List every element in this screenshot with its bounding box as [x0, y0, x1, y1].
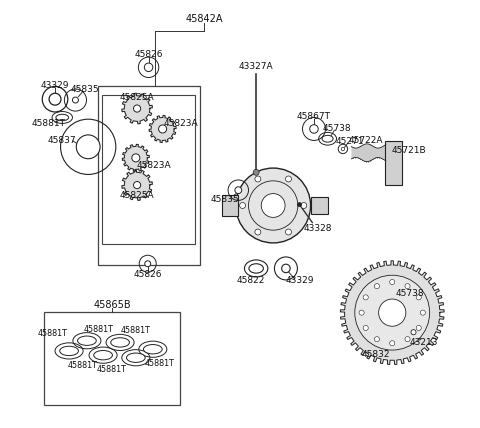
Circle shape: [390, 341, 395, 346]
Circle shape: [255, 229, 261, 235]
Text: 45837: 45837: [48, 137, 77, 146]
Circle shape: [341, 147, 345, 151]
Circle shape: [359, 310, 364, 315]
Circle shape: [405, 336, 410, 342]
Text: 45271: 45271: [336, 137, 364, 146]
Text: 45835: 45835: [71, 85, 99, 94]
Text: 45826: 45826: [134, 50, 163, 59]
Ellipse shape: [111, 338, 130, 347]
Circle shape: [145, 261, 151, 267]
Text: 45825A: 45825A: [120, 93, 155, 102]
Circle shape: [405, 284, 410, 289]
Polygon shape: [149, 116, 176, 143]
Circle shape: [255, 176, 261, 182]
Circle shape: [76, 135, 100, 159]
Circle shape: [416, 295, 421, 300]
Circle shape: [133, 181, 141, 189]
Bar: [311, 197, 328, 214]
Circle shape: [420, 310, 425, 315]
Text: 45881T: 45881T: [68, 361, 97, 370]
Text: 45881T: 45881T: [84, 325, 114, 334]
Circle shape: [235, 187, 242, 193]
Circle shape: [363, 295, 368, 300]
Circle shape: [298, 202, 301, 207]
Circle shape: [261, 193, 285, 217]
Text: 43329: 43329: [41, 81, 69, 90]
Text: 45738: 45738: [323, 124, 351, 133]
Circle shape: [158, 125, 167, 133]
Polygon shape: [122, 170, 152, 200]
Text: 45835: 45835: [211, 195, 240, 204]
Bar: [222, 195, 238, 216]
Text: 45722A: 45722A: [348, 136, 383, 145]
Circle shape: [379, 299, 406, 326]
Text: 45881T: 45881T: [96, 365, 127, 374]
Circle shape: [236, 168, 311, 243]
Circle shape: [374, 284, 380, 289]
Text: 45823A: 45823A: [136, 161, 171, 170]
Bar: [44, 312, 180, 405]
Circle shape: [310, 125, 318, 133]
Circle shape: [363, 325, 368, 330]
Circle shape: [282, 264, 290, 273]
Circle shape: [49, 93, 61, 105]
Ellipse shape: [94, 351, 112, 360]
Text: 45881T: 45881T: [121, 327, 151, 336]
Circle shape: [240, 202, 246, 208]
Text: 45881T: 45881T: [144, 359, 174, 368]
Ellipse shape: [56, 114, 69, 121]
Ellipse shape: [78, 336, 96, 345]
Text: 45832: 45832: [362, 350, 390, 359]
Text: 45881T: 45881T: [32, 119, 66, 128]
Circle shape: [301, 202, 307, 208]
Text: 45826: 45826: [133, 270, 162, 279]
Text: 45822: 45822: [237, 276, 265, 285]
Bar: [97, 86, 200, 265]
Text: 45865B: 45865B: [94, 300, 131, 310]
Polygon shape: [340, 261, 444, 365]
Circle shape: [144, 63, 153, 71]
Circle shape: [411, 330, 416, 335]
Text: 45738: 45738: [396, 289, 424, 298]
Text: 45867T: 45867T: [297, 112, 331, 121]
Text: 43329: 43329: [285, 276, 314, 285]
Circle shape: [390, 279, 395, 285]
Text: 43213: 43213: [409, 338, 438, 347]
Circle shape: [374, 336, 380, 342]
Ellipse shape: [126, 353, 145, 363]
Text: 45842A: 45842A: [185, 14, 223, 24]
Text: 45823A: 45823A: [163, 119, 198, 128]
Ellipse shape: [322, 135, 333, 142]
Bar: [385, 141, 402, 185]
Polygon shape: [122, 93, 152, 124]
Text: 45881T: 45881T: [38, 330, 68, 339]
Circle shape: [416, 325, 421, 330]
Text: 43327A: 43327A: [239, 62, 274, 71]
Text: 43328: 43328: [303, 224, 332, 233]
Bar: [102, 95, 195, 244]
Ellipse shape: [60, 346, 78, 356]
Ellipse shape: [144, 345, 162, 354]
Circle shape: [132, 154, 140, 162]
Text: 45721B: 45721B: [391, 146, 426, 155]
Circle shape: [253, 169, 259, 175]
Circle shape: [286, 229, 291, 235]
Text: 45825A: 45825A: [120, 191, 155, 200]
Circle shape: [286, 176, 291, 182]
Polygon shape: [122, 144, 149, 171]
Ellipse shape: [249, 264, 264, 273]
Circle shape: [133, 105, 141, 112]
Circle shape: [355, 275, 430, 350]
Circle shape: [72, 97, 78, 103]
